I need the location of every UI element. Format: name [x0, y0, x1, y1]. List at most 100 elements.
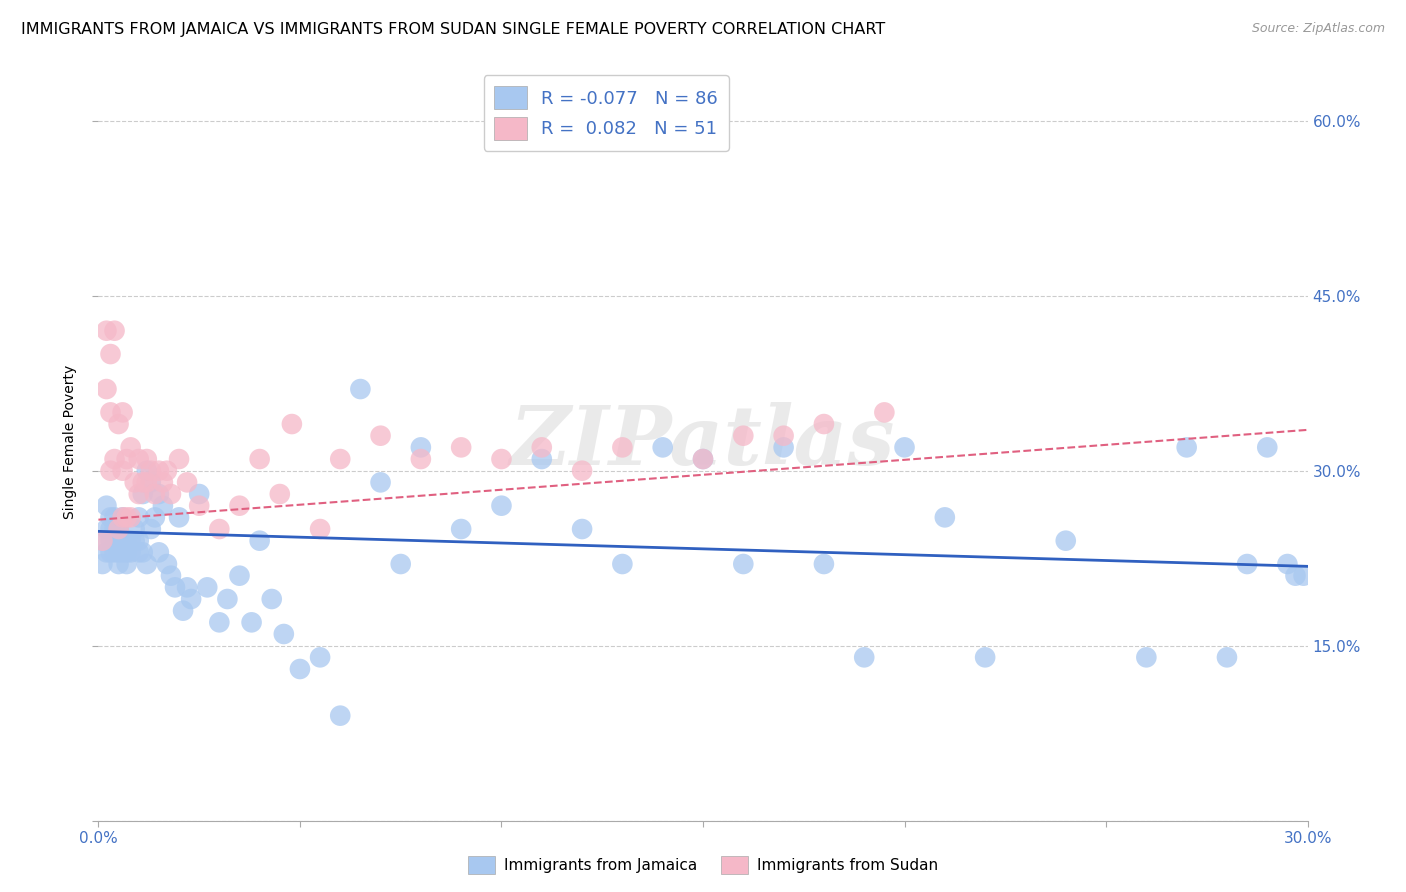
Point	[309, 650, 332, 665]
Point	[450, 441, 472, 455]
Point	[139, 475, 162, 490]
Point	[1277, 557, 1299, 571]
Point	[813, 417, 835, 431]
Point	[180, 592, 202, 607]
Point	[1175, 441, 1198, 455]
Text: IMMIGRANTS FROM JAMAICA VS IMMIGRANTS FROM SUDAN SINGLE FEMALE POVERTY CORRELATI: IMMIGRANTS FROM JAMAICA VS IMMIGRANTS FR…	[21, 22, 886, 37]
Point	[450, 522, 472, 536]
Point	[111, 545, 134, 559]
Point	[128, 545, 150, 559]
Point	[160, 568, 183, 582]
Point	[120, 510, 142, 524]
Y-axis label: Single Female Poverty: Single Female Poverty	[63, 365, 77, 518]
Point	[188, 487, 211, 501]
Point	[370, 428, 392, 442]
Point	[349, 382, 371, 396]
Point	[208, 615, 231, 630]
Point	[152, 499, 174, 513]
Point	[91, 557, 114, 571]
Point	[148, 487, 170, 501]
Point	[115, 510, 138, 524]
Point	[135, 452, 157, 467]
Point	[176, 475, 198, 490]
Point	[128, 487, 150, 501]
Point	[115, 557, 138, 571]
Legend: Immigrants from Jamaica, Immigrants from Sudan: Immigrants from Jamaica, Immigrants from…	[461, 850, 945, 880]
Point	[100, 522, 122, 536]
Point	[1054, 533, 1077, 548]
Point	[111, 405, 134, 419]
Point	[281, 417, 304, 431]
Point	[228, 499, 250, 513]
Point	[100, 405, 122, 419]
Point	[96, 499, 118, 513]
Point	[176, 580, 198, 594]
Point	[96, 324, 118, 338]
Point	[135, 475, 157, 490]
Point	[143, 510, 166, 524]
Point	[103, 522, 125, 536]
Point	[152, 475, 174, 490]
Point	[692, 452, 714, 467]
Point	[571, 464, 593, 478]
Point	[692, 452, 714, 467]
Point	[96, 522, 118, 536]
Point	[772, 428, 794, 442]
Point	[772, 441, 794, 455]
Point	[269, 487, 291, 501]
Point	[409, 452, 432, 467]
Point	[103, 452, 125, 467]
Point	[329, 452, 352, 467]
Point	[120, 533, 142, 548]
Point	[124, 533, 146, 548]
Point	[100, 510, 122, 524]
Point	[100, 533, 122, 548]
Point	[107, 417, 129, 431]
Point	[103, 545, 125, 559]
Point	[813, 557, 835, 571]
Point	[167, 510, 190, 524]
Point	[103, 510, 125, 524]
Point	[115, 545, 138, 559]
Point	[128, 510, 150, 524]
Point	[91, 533, 114, 548]
Point	[893, 441, 915, 455]
Point	[530, 452, 553, 467]
Point	[107, 557, 129, 571]
Point	[107, 533, 129, 548]
Point	[163, 580, 186, 594]
Point	[1236, 557, 1258, 571]
Point	[103, 533, 125, 548]
Point	[160, 487, 183, 501]
Point	[111, 464, 134, 478]
Point	[107, 522, 129, 536]
Text: ZIPatlas: ZIPatlas	[510, 401, 896, 482]
Point	[188, 499, 211, 513]
Point	[491, 499, 513, 513]
Point	[571, 522, 593, 536]
Point	[612, 557, 634, 571]
Point	[167, 452, 190, 467]
Point	[128, 533, 150, 548]
Point	[148, 545, 170, 559]
Point	[612, 441, 634, 455]
Point	[249, 533, 271, 548]
Point	[873, 405, 896, 419]
Point	[115, 452, 138, 467]
Point	[100, 545, 122, 559]
Point	[530, 441, 553, 455]
Point	[260, 592, 283, 607]
Point	[132, 545, 155, 559]
Point	[103, 324, 125, 338]
Point	[91, 533, 114, 548]
Point	[288, 662, 311, 676]
Point	[156, 464, 179, 478]
Point	[172, 604, 194, 618]
Point	[733, 428, 755, 442]
Point	[309, 522, 332, 536]
Point	[139, 522, 162, 536]
Point	[132, 487, 155, 501]
Point	[240, 615, 263, 630]
Point	[100, 347, 122, 361]
Point	[115, 533, 138, 548]
